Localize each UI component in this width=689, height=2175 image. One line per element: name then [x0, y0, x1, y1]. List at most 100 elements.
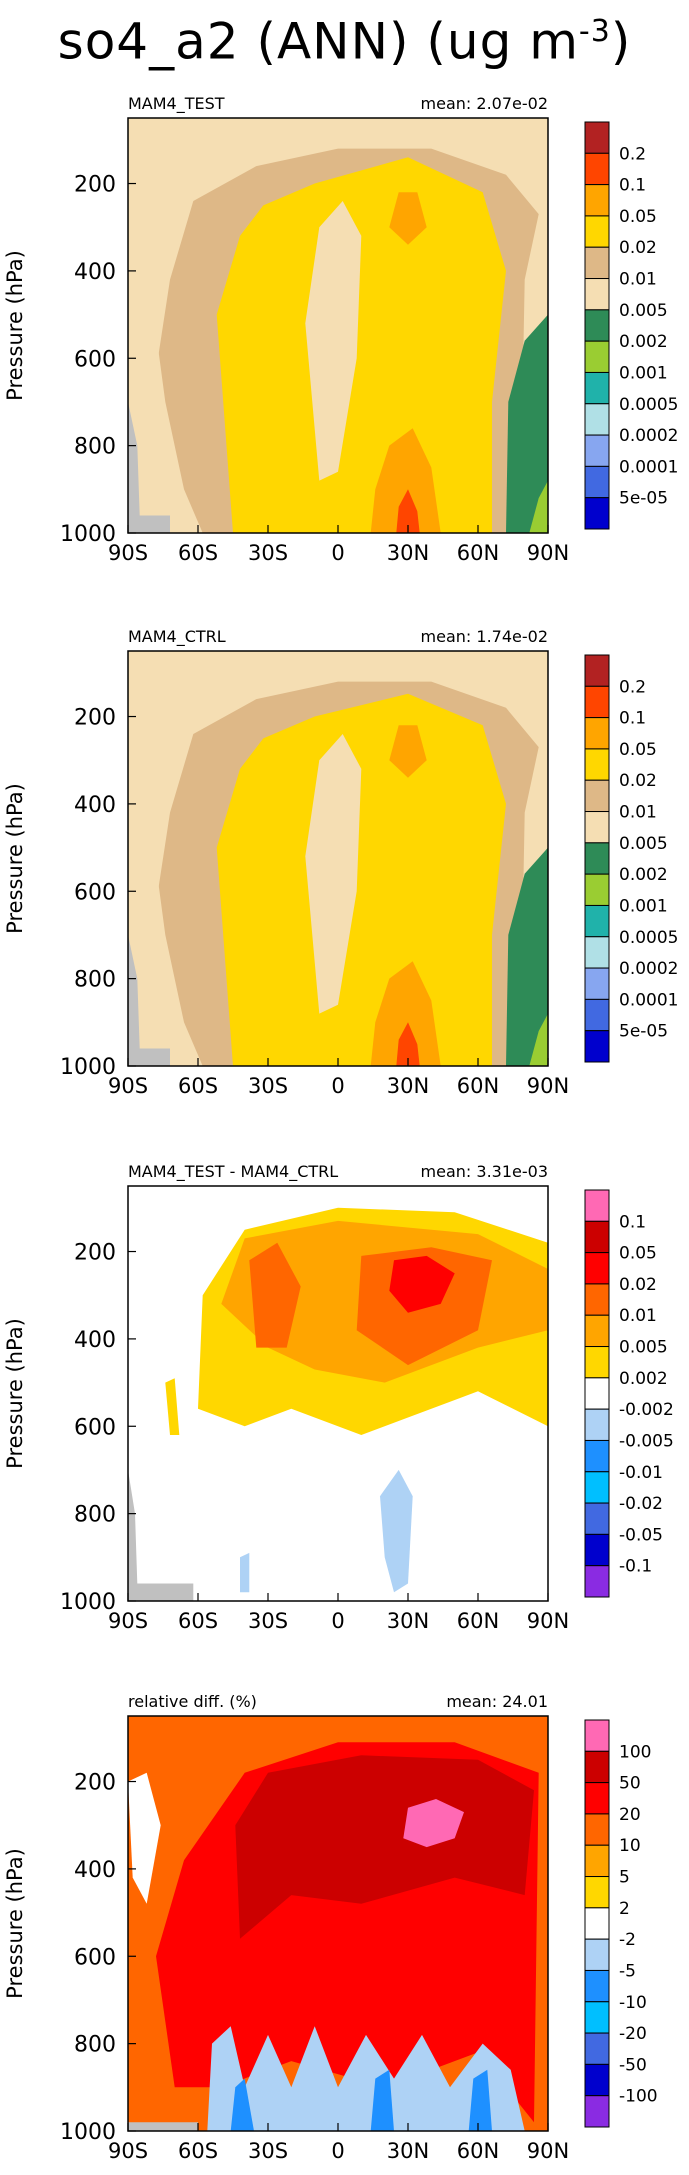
colorbar-swatch — [584, 998, 610, 1032]
colorbar-swatch — [584, 1750, 610, 1784]
colorbar-label: 0.002 — [619, 332, 668, 352]
colorbar-swatch — [584, 842, 610, 875]
colorbar-swatch — [584, 1220, 610, 1254]
colorbar-label: 0.01 — [619, 270, 657, 290]
colorbar-swatch — [584, 1533, 610, 1567]
ytick-label: 400 — [74, 260, 116, 285]
page-title: so4_a2 (ANN) (ug m-3) — [57, 12, 632, 71]
colorbar-label: 0.05 — [619, 740, 657, 760]
xtick-label: 30N — [387, 1074, 429, 1098]
colorbar-swatch — [584, 152, 610, 186]
ytick-label: 200 — [74, 173, 116, 198]
ytick-label: 600 — [74, 1945, 116, 1970]
colorbar-label: 0.002 — [619, 1369, 668, 1389]
xtick-label: 90N — [527, 541, 569, 565]
y-axis-label: Pressure (hPa) — [3, 1318, 27, 1469]
colorbar-swatch — [584, 434, 610, 467]
xtick-label: 90S — [108, 2139, 148, 2163]
ytick-label: 200 — [74, 1771, 116, 1796]
field-region — [506, 847, 548, 1066]
field-region — [370, 428, 441, 533]
ytick-label: 600 — [74, 1415, 116, 1440]
colorbar-swatch — [584, 1030, 610, 1063]
colorbar-label: 0.0005 — [619, 928, 678, 948]
colorbar-label: 0.1 — [619, 709, 646, 729]
colorbar-label: 5 — [619, 1868, 630, 1888]
colorbar-label: 0.2 — [619, 677, 646, 697]
colorbar-swatch — [584, 1377, 610, 1410]
colorbar-label: 5e-05 — [619, 1022, 668, 1042]
colorbar-swatch — [584, 1408, 610, 1441]
colorbar-label: -0.1 — [619, 1557, 652, 1577]
xtick-label: 60N — [457, 2139, 499, 2163]
colorbar-label: 0.005 — [619, 834, 668, 854]
field-region — [396, 489, 420, 533]
colorbar-label: 2 — [619, 1899, 630, 1919]
field-region — [216, 157, 506, 534]
ytick-label: 400 — [74, 793, 116, 818]
panel-3: MAM4_TEST - MAM4_CTRL mean: 3.31e-03 200 40… — [3, 1162, 674, 1633]
colorbar-swatch — [584, 1346, 610, 1379]
colorbar-label: 0.0001 — [619, 990, 678, 1010]
ytick-label: 200 — [74, 1241, 116, 1266]
colorbar-swatch — [584, 1969, 610, 2003]
colorbar-swatch — [584, 1283, 610, 1316]
field-region — [389, 1255, 455, 1313]
xtick-label: 30N — [387, 1609, 429, 1633]
colorbar-swatch — [584, 717, 610, 750]
colorbar-swatch — [584, 1189, 610, 1222]
y-axis-label: Pressure (hPa) — [3, 783, 27, 934]
colorbar-label: 0.0005 — [619, 395, 678, 415]
colorbar-swatch — [584, 1502, 610, 1535]
xtick-label: 30S — [248, 1074, 288, 1098]
xtick-label: 90S — [108, 1074, 148, 1098]
colorbar-swatch — [584, 1813, 610, 1846]
colorbar-label: 0.001 — [619, 896, 668, 916]
colorbar-label: 5e-05 — [619, 489, 668, 509]
panel-title: relative diff. (%) — [128, 1692, 257, 1711]
colorbar-swatch — [584, 215, 610, 248]
ytick-label: 800 — [74, 435, 116, 460]
colorbar-label: 0.1 — [619, 1212, 646, 1232]
field-region — [389, 192, 427, 245]
colorbar-swatch — [584, 2032, 610, 2065]
colorbar-swatch — [584, 1314, 610, 1348]
xtick-label: 60S — [178, 541, 218, 565]
xtick-label: 60N — [457, 1609, 499, 1633]
colorbar-swatch — [584, 1876, 610, 1909]
panel-title: MAM4_TEST - MAM4_CTRL — [128, 1162, 338, 1182]
colorbar-label: -0.01 — [619, 1463, 663, 1483]
colorbar-swatch — [584, 1907, 610, 1940]
xtick-label: 60S — [178, 2139, 218, 2163]
xtick-label: 90N — [527, 2139, 569, 2163]
xtick-label: 0 — [331, 1609, 344, 1633]
colorbar-label: 0.02 — [619, 238, 657, 258]
ytick-label: 200 — [74, 706, 116, 731]
ytick-label: 800 — [74, 968, 116, 993]
xtick-label: 60N — [457, 541, 499, 565]
colorbar-label: 0.05 — [619, 207, 657, 227]
xtick-label: 60S — [178, 1074, 218, 1098]
xtick-label: 60S — [178, 1609, 218, 1633]
ytick-label: 1000 — [60, 1590, 116, 1615]
colorbar-label: 0.0002 — [619, 426, 678, 446]
colorbar-swatch — [584, 1719, 610, 1752]
colorbar-label: -10 — [619, 1993, 647, 2013]
field-region — [380, 1469, 413, 1593]
colorbar-swatch — [584, 873, 610, 906]
colorbar-label: 0.005 — [619, 1338, 668, 1358]
colorbar-swatch — [584, 2001, 610, 2034]
mean-label: mean: 3.31e-03 — [421, 1162, 548, 1181]
field-region — [529, 480, 548, 533]
colorbar-swatch — [584, 1782, 610, 1815]
xtick-label: 30N — [387, 541, 429, 565]
colorbar-label: -2 — [619, 1930, 636, 1950]
colorbar-swatch — [584, 403, 610, 436]
field-region — [370, 2069, 394, 2131]
ytick-label: 800 — [74, 2033, 116, 2058]
ytick-label: 400 — [74, 1328, 116, 1353]
colorbar-label: -50 — [619, 2055, 647, 2075]
colorbar-swatch — [584, 246, 610, 280]
ytick-label: 400 — [74, 1858, 116, 1883]
